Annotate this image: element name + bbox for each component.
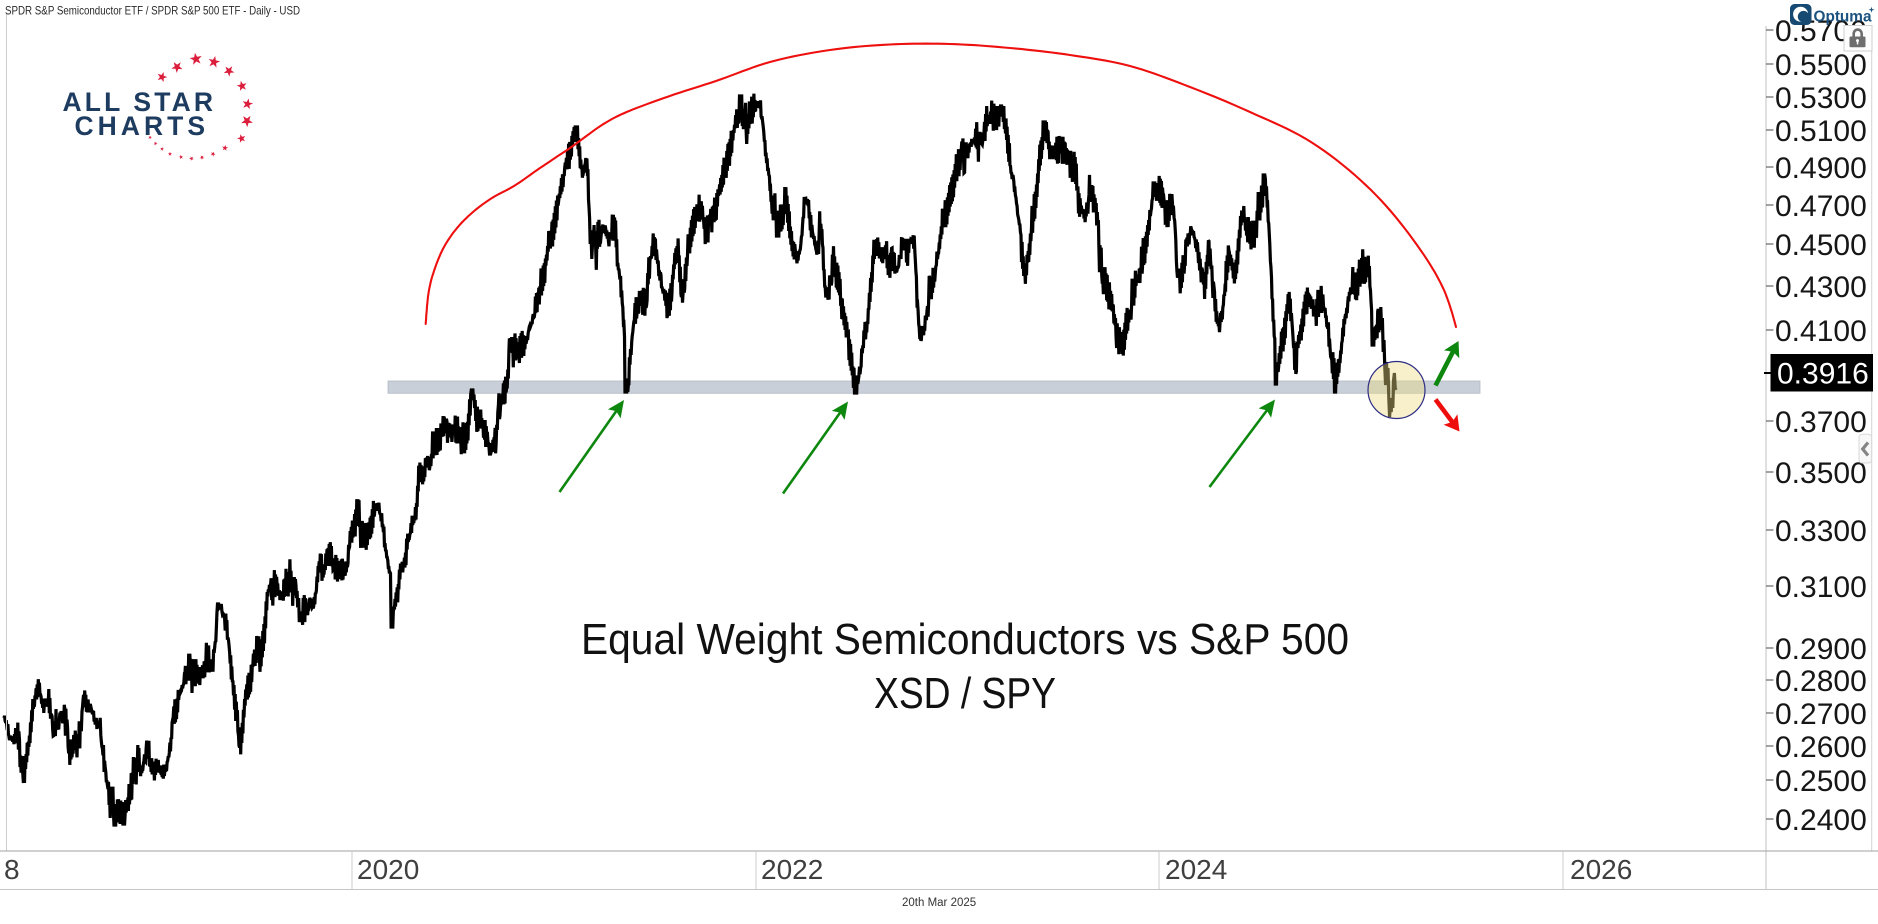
svg-text:XSD / SPY: XSD / SPY	[874, 669, 1056, 718]
svg-text:SPDR S&P Semiconductor ETF / S: SPDR S&P Semiconductor ETF / SPDR S&P 50…	[5, 4, 300, 18]
svg-text:Equal Weight Semiconductors vs: Equal Weight Semiconductors vs S&P 500	[581, 615, 1349, 664]
svg-text:0.4500: 0.4500	[1775, 229, 1867, 262]
svg-text:Optuma: Optuma	[1814, 9, 1872, 26]
svg-text:0.2400: 0.2400	[1775, 804, 1867, 837]
svg-text:0.2900: 0.2900	[1775, 633, 1867, 666]
svg-text:0.2600: 0.2600	[1775, 731, 1867, 764]
svg-text:ALL STAR: ALL STAR	[63, 87, 214, 117]
svg-text:0.5100: 0.5100	[1775, 115, 1867, 148]
svg-text:20th Mar 2025: 20th Mar 2025	[902, 897, 976, 909]
svg-text:0.3300: 0.3300	[1775, 515, 1867, 548]
svg-text:2024: 2024	[1165, 854, 1227, 885]
svg-text:0.5500: 0.5500	[1775, 49, 1867, 82]
svg-text:0.5300: 0.5300	[1775, 82, 1867, 115]
svg-text:0.2500: 0.2500	[1775, 765, 1867, 798]
svg-text:0.4100: 0.4100	[1775, 315, 1867, 348]
svg-text:2020: 2020	[357, 854, 419, 885]
svg-text:0.4700: 0.4700	[1775, 190, 1867, 223]
svg-text:0.2800: 0.2800	[1775, 665, 1867, 698]
svg-text:2022: 2022	[761, 854, 823, 885]
svg-text:0.3916: 0.3916	[1777, 358, 1869, 391]
svg-text:0.3500: 0.3500	[1775, 457, 1867, 490]
svg-text:0.3100: 0.3100	[1775, 571, 1867, 604]
svg-text:0.4900: 0.4900	[1775, 152, 1867, 185]
svg-text:0.2700: 0.2700	[1775, 698, 1867, 731]
svg-text:0.4300: 0.4300	[1775, 271, 1867, 304]
svg-text:2026: 2026	[1570, 854, 1632, 885]
svg-text:0.3700: 0.3700	[1775, 406, 1867, 439]
svg-text:8: 8	[4, 854, 20, 885]
